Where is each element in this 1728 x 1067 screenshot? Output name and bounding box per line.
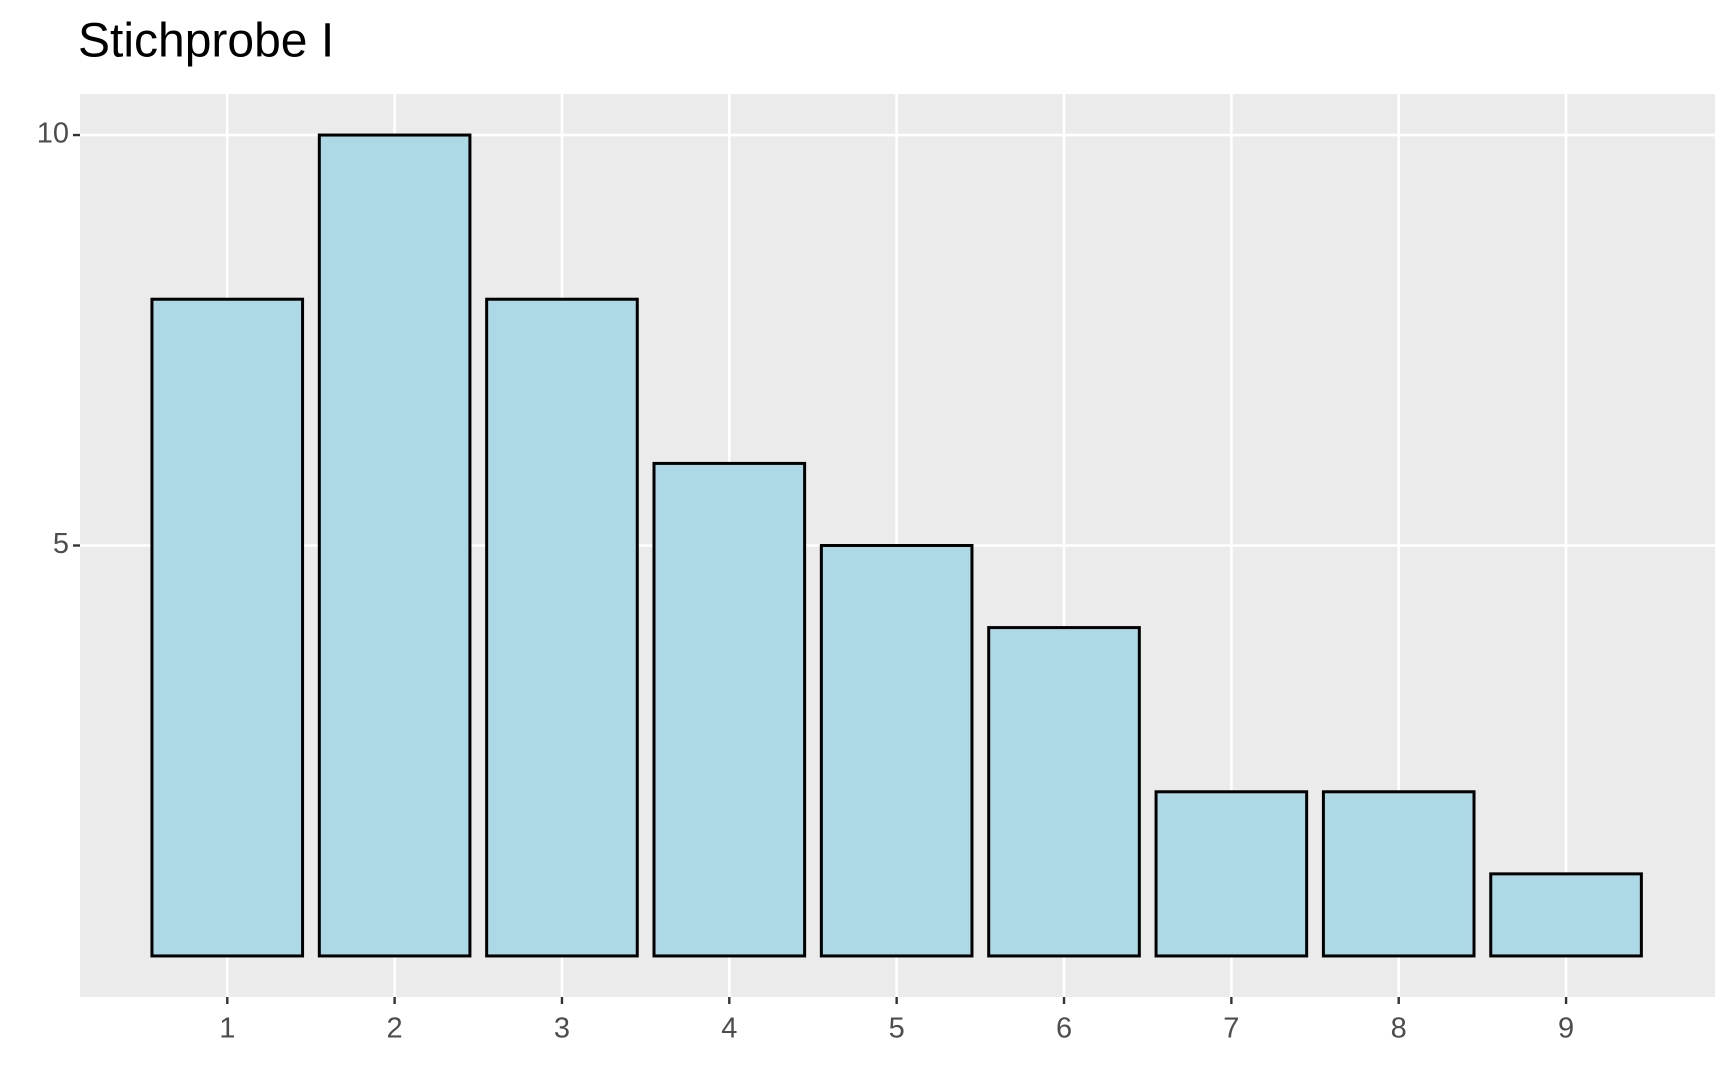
x-tick-label: 5	[889, 1013, 905, 1045]
y-tick-label: 10	[37, 118, 69, 150]
chart-title: Stichprobe I	[78, 15, 334, 68]
x-tick-label: 2	[387, 1013, 403, 1045]
x-tick-label: 4	[721, 1013, 737, 1045]
bar	[1154, 790, 1309, 958]
y-tick-label: 5	[53, 528, 69, 560]
x-tick-label: 6	[1056, 1013, 1072, 1045]
x-tick-label: 7	[1223, 1013, 1239, 1045]
bar	[1321, 790, 1476, 958]
x-tick-label: 3	[554, 1013, 570, 1045]
bar	[317, 133, 472, 958]
x-tick-label: 9	[1558, 1013, 1574, 1045]
x-tick-label: 8	[1391, 1013, 1407, 1045]
bar	[987, 626, 1141, 958]
bar	[485, 297, 639, 958]
x-tick-label: 1	[219, 1013, 235, 1045]
bar	[150, 297, 305, 958]
bar	[819, 544, 974, 958]
bar	[652, 461, 807, 958]
bar	[1489, 872, 1643, 958]
